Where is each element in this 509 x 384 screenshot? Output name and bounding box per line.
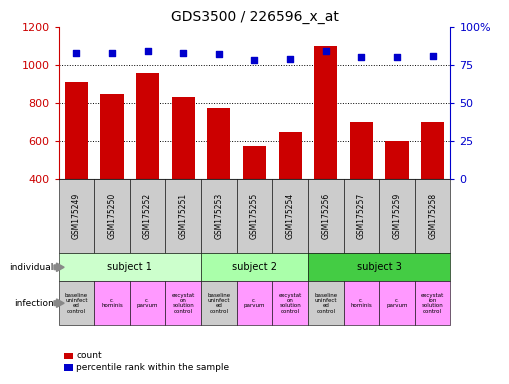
Text: excystat
on
solution
control: excystat on solution control: [172, 293, 195, 314]
Text: baseline
uninfect
ed
control: baseline uninfect ed control: [314, 293, 337, 314]
Text: infection: infection: [14, 299, 53, 308]
Text: GSM175252: GSM175252: [143, 193, 152, 239]
Text: count: count: [76, 351, 102, 361]
Text: baseline
uninfect
ed
control: baseline uninfect ed control: [207, 293, 231, 314]
Bar: [385, 141, 409, 255]
Bar: [421, 122, 444, 255]
Point: [108, 50, 116, 56]
Text: GSM175258: GSM175258: [428, 193, 437, 239]
Text: c.
parvum: c. parvum: [244, 298, 265, 308]
Text: c.
parvum: c. parvum: [386, 298, 408, 308]
Text: subject 1: subject 1: [107, 262, 152, 272]
Bar: [136, 73, 159, 255]
Point: [179, 50, 187, 56]
Text: excystat
ion
solution
control: excystat ion solution control: [421, 293, 444, 314]
Text: subject 2: subject 2: [232, 262, 277, 272]
Point: [286, 56, 294, 62]
Text: baseline
uninfect
ed
control: baseline uninfect ed control: [65, 293, 88, 314]
Text: GSM175249: GSM175249: [72, 193, 81, 239]
Point: [144, 48, 152, 54]
Point: [250, 57, 259, 63]
Point: [429, 53, 437, 59]
Text: subject 3: subject 3: [357, 262, 402, 272]
Text: c.
hominis: c. hominis: [101, 298, 123, 308]
Bar: [65, 82, 88, 255]
Bar: [350, 122, 373, 255]
Point: [72, 50, 80, 56]
Bar: [172, 97, 195, 255]
Text: c.
parvum: c. parvum: [137, 298, 158, 308]
Point: [393, 54, 401, 60]
Text: GSM175251: GSM175251: [179, 193, 188, 239]
Point: [215, 51, 223, 57]
Bar: [278, 132, 302, 255]
Text: individual: individual: [9, 263, 53, 272]
Text: GSM175254: GSM175254: [286, 193, 295, 239]
Bar: [207, 108, 231, 255]
Text: excystat
on
solution
control: excystat on solution control: [278, 293, 302, 314]
Text: percentile rank within the sample: percentile rank within the sample: [76, 363, 230, 372]
Text: GDS3500 / 226596_x_at: GDS3500 / 226596_x_at: [171, 10, 338, 23]
Bar: [243, 146, 266, 255]
Text: c.
hominis: c. hominis: [351, 298, 372, 308]
Text: GSM175253: GSM175253: [214, 193, 223, 239]
Text: GSM175255: GSM175255: [250, 193, 259, 239]
Point: [322, 48, 330, 54]
Point: [357, 54, 365, 60]
Text: GSM175256: GSM175256: [321, 193, 330, 239]
Bar: [314, 46, 337, 255]
Text: GSM175250: GSM175250: [107, 193, 117, 239]
Text: GSM175257: GSM175257: [357, 193, 366, 239]
Bar: [100, 94, 124, 255]
Text: GSM175259: GSM175259: [392, 193, 402, 239]
